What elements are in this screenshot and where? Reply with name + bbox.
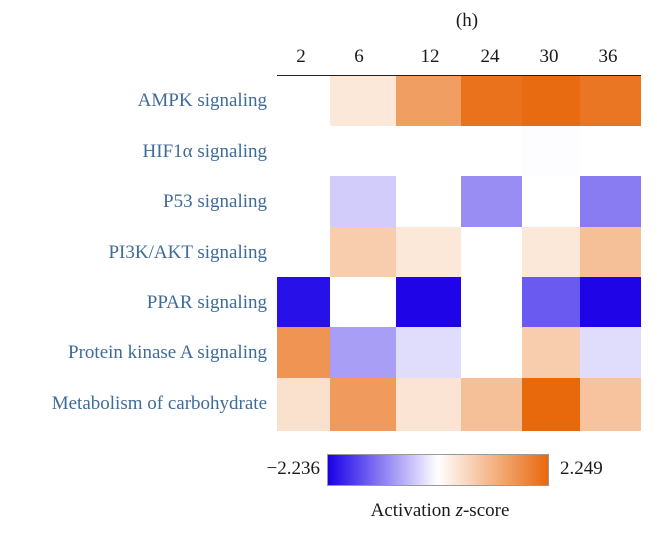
column-label: 12 [420,46,440,67]
legend-max-label: 2.249 [560,458,603,479]
column-label: 30 [539,46,559,67]
column-label: 36 [598,46,618,67]
heatmap-cell [522,176,580,227]
heatmap-grid [277,75,641,431]
column-label: 2 [296,46,306,67]
heatmap-cell [580,227,641,277]
heatmap-cell [461,176,522,227]
heatmap-cell [277,327,330,378]
heatmap-cell [330,227,396,277]
heatmap-cell [277,227,330,277]
heatmap-cell [522,126,580,176]
heatmap-cell [580,176,641,227]
heatmap-cell [522,75,580,126]
heatmap-cell [396,75,461,126]
heatmap-cell [461,227,522,277]
heatmap-cell [277,277,330,327]
heatmap-cell [522,277,580,327]
heatmap-cell [396,378,461,431]
heatmap-cell [461,277,522,327]
heatmap-cell [580,126,641,176]
color-scale-bar [327,454,549,486]
heatmap-cell [396,327,461,378]
heatmap-cell [522,378,580,431]
row-label: PPAR signaling [146,292,267,313]
heatmap-cell [330,327,396,378]
heatmap-cell [277,378,330,431]
heatmap-cell [522,327,580,378]
heatmap-cell [461,378,522,431]
row-label: PI3K/AKT signaling [108,242,267,263]
heatmap-cell [330,176,396,227]
heatmap-cell [396,126,461,176]
heatmap-cell [277,75,330,126]
heatmap-cell [396,227,461,277]
heatmap-cell [461,75,522,126]
heatmap-cell [396,277,461,327]
heatmap-cell [396,176,461,227]
heatmap-cell [580,327,641,378]
heatmap-cell [330,277,396,327]
heatmap-cell [277,126,330,176]
legend-title: Activation z-score [370,500,510,521]
column-label: 24 [480,46,500,67]
row-label: Metabolism of carbohydrate [51,393,267,414]
heatmap-cell [330,75,396,126]
heatmap-cell [461,126,522,176]
time-unit-label: (h) [455,10,479,31]
heatmap-cell [522,227,580,277]
row-label: Protein kinase A signaling [68,342,267,363]
row-label: AMPK signaling [137,90,267,111]
column-label: 6 [354,46,364,67]
heatmap-cell [580,378,641,431]
row-label: HIF1α signaling [142,141,267,162]
heatmap-cell [580,75,641,126]
heatmap-cell [330,126,396,176]
heatmap-cell [461,327,522,378]
legend-min-label: −2.236 [266,458,320,479]
row-label: P53 signaling [163,191,267,212]
heatmap-cell [330,378,396,431]
heatmap-cell [580,277,641,327]
heatmap-cell [277,176,330,227]
